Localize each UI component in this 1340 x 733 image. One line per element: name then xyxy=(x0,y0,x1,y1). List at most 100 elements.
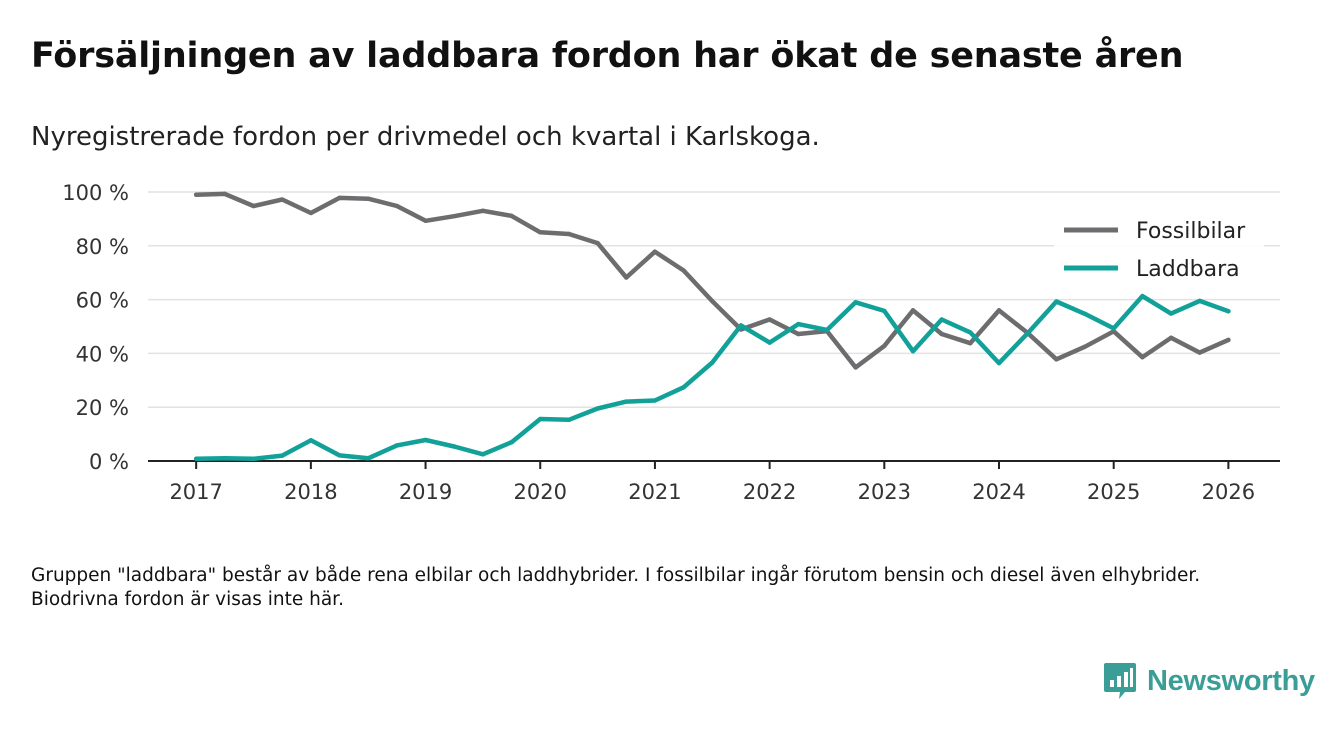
data-point-laddbara xyxy=(251,456,256,462)
data-point-fossilbilar xyxy=(509,213,514,219)
x-tick-label: 2026 xyxy=(1202,480,1255,504)
x-tick-label: 2017 xyxy=(169,480,222,504)
y-tick-label: 40 % xyxy=(76,342,129,366)
data-point-fossilbilar xyxy=(452,214,457,219)
data-point-fossilbilar xyxy=(910,308,916,313)
y-tick-label: 60 % xyxy=(76,289,129,313)
data-point-fossilbilar xyxy=(882,343,887,349)
x-tick-label: 2025 xyxy=(1087,480,1140,504)
data-point-fossilbilar xyxy=(1168,335,1174,340)
data-point-laddbara xyxy=(996,360,1002,366)
data-point-laddbara xyxy=(308,438,314,443)
data-point-fossilbilar xyxy=(193,192,199,197)
data-point-laddbara xyxy=(1140,293,1145,299)
data-point-fossilbilar xyxy=(480,208,486,214)
data-point-laddbara xyxy=(939,317,944,322)
data-point-fossilbilar xyxy=(968,340,973,346)
y-tick-label: 100 % xyxy=(62,181,129,205)
data-point-laddbara xyxy=(394,443,400,448)
data-point-laddbara xyxy=(652,398,658,403)
x-axis-ticks: 2017 2018 2019 2020 2021 2022 2023 2024 2025 2026 xyxy=(148,460,1280,504)
data-point-laddbara xyxy=(1226,308,1231,314)
data-point-fossilbilar xyxy=(1054,357,1059,362)
data-point-fossilbilar xyxy=(308,210,314,216)
data-point-fossilbilar xyxy=(624,275,629,280)
footnote: Gruppen "laddbara" består av både rena e… xyxy=(31,565,1201,610)
legend-label-laddbara: Laddbara xyxy=(1136,257,1240,282)
data-point-laddbara xyxy=(624,399,629,404)
data-point-laddbara xyxy=(853,300,858,305)
chart-bubble-icon xyxy=(1104,663,1136,699)
data-point-laddbara xyxy=(222,456,228,461)
data-point-fossilbilar xyxy=(996,308,1002,313)
data-point-laddbara xyxy=(681,385,686,390)
data-point-laddbara xyxy=(1197,298,1202,304)
legend: Fossilbilar Laddbara xyxy=(1054,211,1264,291)
data-point-fossilbilar xyxy=(1082,344,1088,349)
data-point-fossilbilar xyxy=(796,331,801,337)
data-point-laddbara xyxy=(738,323,744,328)
data-point-fossilbilar xyxy=(652,249,658,254)
data-point-laddbara xyxy=(566,417,572,423)
data-point-laddbara xyxy=(1168,311,1174,316)
data-point-laddbara xyxy=(968,330,973,335)
x-tick-label: 2018 xyxy=(284,480,337,504)
data-point-fossilbilar xyxy=(337,195,342,201)
data-point-fossilbilar xyxy=(939,331,944,337)
y-tick-label: 0 % xyxy=(89,450,129,474)
data-point-laddbara xyxy=(366,456,371,461)
data-point-fossilbilar xyxy=(1140,354,1145,360)
x-tick-label: 2021 xyxy=(628,480,681,504)
newsworthy-logo[interactable]: Newsworthy xyxy=(1103,662,1315,700)
data-point-laddbara xyxy=(767,340,772,345)
data-point-laddbara xyxy=(824,327,830,333)
data-point-laddbara xyxy=(710,360,715,365)
data-point-laddbara xyxy=(480,452,486,457)
data-point-laddbara xyxy=(1025,331,1030,336)
data-point-laddbara xyxy=(423,437,428,443)
data-point-laddbara xyxy=(910,349,916,354)
data-point-laddbara xyxy=(1054,299,1059,304)
data-point-fossilbilar xyxy=(853,365,858,370)
data-point-fossilbilar xyxy=(222,191,228,197)
series-lines xyxy=(193,191,1231,462)
data-point-fossilbilar xyxy=(394,203,400,209)
x-tick-label: 2022 xyxy=(743,480,796,504)
data-point-fossilbilar xyxy=(538,230,543,235)
data-point-laddbara xyxy=(1111,326,1116,331)
x-tick-label: 2023 xyxy=(858,480,911,504)
data-point-laddbara xyxy=(796,321,801,327)
x-tick-label: 2019 xyxy=(399,480,452,504)
data-point-fossilbilar xyxy=(767,317,772,322)
data-point-fossilbilar xyxy=(681,268,686,273)
chart-title: Försäljningen av laddbara fordon har öka… xyxy=(31,36,1184,76)
y-tick-label: 80 % xyxy=(76,235,129,259)
legend-background xyxy=(1054,211,1264,291)
data-point-fossilbilar xyxy=(566,231,572,237)
x-tick-label: 2024 xyxy=(972,480,1025,504)
series-line-laddbara xyxy=(193,293,1231,462)
data-point-fossilbilar xyxy=(1197,350,1202,355)
data-point-fossilbilar xyxy=(423,218,428,223)
data-point-laddbara xyxy=(337,453,342,458)
data-point-laddbara xyxy=(882,308,887,314)
data-point-laddbara xyxy=(193,456,199,462)
data-point-fossilbilar xyxy=(1226,337,1231,343)
data-point-laddbara xyxy=(538,416,543,422)
data-point-fossilbilar xyxy=(251,203,256,209)
legend-label-fossilbilar: Fossilbilar xyxy=(1136,219,1246,244)
data-point-fossilbilar xyxy=(710,299,715,304)
data-point-laddbara xyxy=(1082,311,1088,317)
brand-name: Newsworthy xyxy=(1147,664,1315,697)
data-point-laddbara xyxy=(595,406,600,411)
data-point-laddbara xyxy=(509,439,514,445)
data-point-laddbara xyxy=(452,444,457,449)
x-tick-label: 2020 xyxy=(514,480,567,504)
data-point-fossilbilar xyxy=(279,197,285,202)
data-point-fossilbilar xyxy=(366,196,371,201)
y-axis-ticks: 0 % 20 % 40 % 60 % 80 % 100 % xyxy=(62,181,129,474)
chart-subtitle: Nyregistrerade fordon per drivmedel och … xyxy=(31,122,820,152)
data-point-fossilbilar xyxy=(595,240,600,246)
y-tick-label: 20 % xyxy=(76,396,129,420)
